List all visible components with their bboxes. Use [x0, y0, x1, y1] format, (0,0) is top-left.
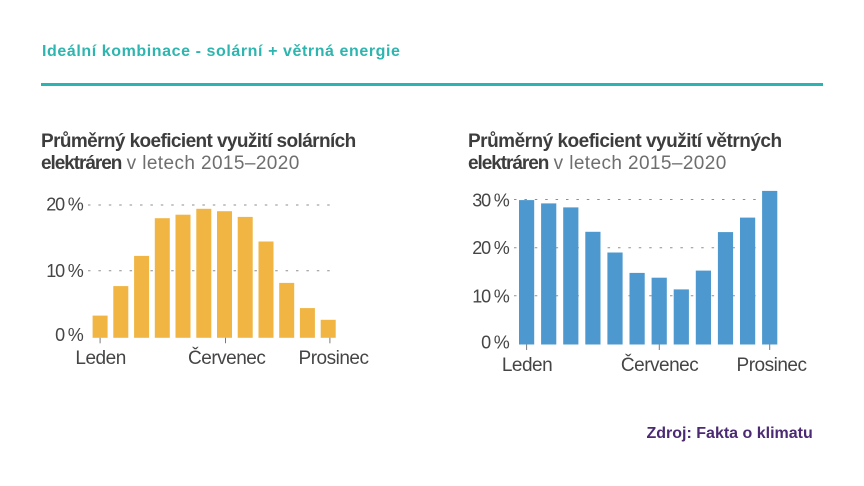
- svg-text:20 %: 20 %: [46, 195, 83, 215]
- svg-text:Červenec: Červenec: [188, 347, 265, 369]
- svg-text:20 %: 20 %: [472, 238, 509, 258]
- svg-text:Prosinec: Prosinec: [737, 355, 807, 376]
- svg-text:0 %: 0 %: [55, 325, 84, 345]
- svg-text:Červenec: Červenec: [621, 354, 698, 376]
- svg-text:0 %: 0 %: [481, 332, 510, 352]
- svg-text:10 %: 10 %: [472, 286, 509, 306]
- svg-text:30 %: 30 %: [472, 191, 509, 211]
- svg-text:10 %: 10 %: [46, 261, 83, 281]
- svg-text:Leden: Leden: [75, 348, 125, 369]
- svg-text:Prosinec: Prosinec: [299, 348, 369, 369]
- svg-text:Leden: Leden: [502, 355, 552, 376]
